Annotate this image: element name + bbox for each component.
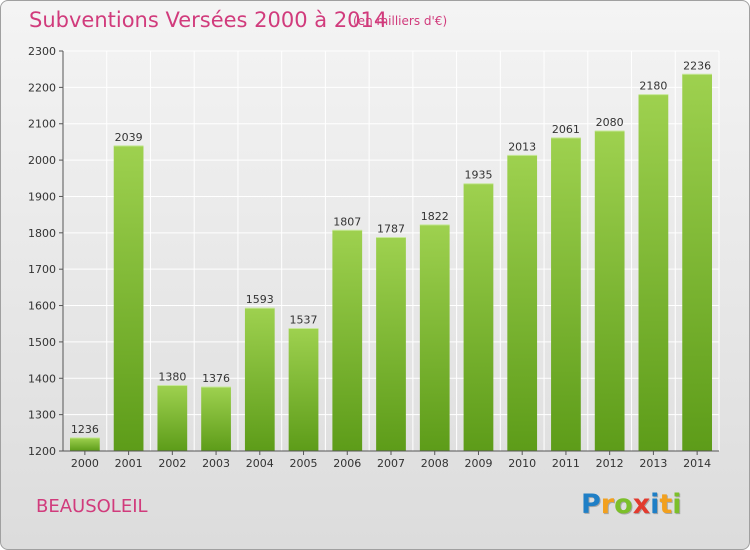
commune-name: BEAUSOLEIL bbox=[36, 496, 148, 517]
bar bbox=[69, 437, 100, 451]
y-tick-label: 2100 bbox=[28, 118, 56, 131]
bar bbox=[594, 131, 625, 451]
x-tick-label: 2004 bbox=[246, 457, 274, 470]
x-tick-label: 2011 bbox=[552, 457, 580, 470]
bar bbox=[157, 385, 188, 451]
bar bbox=[463, 183, 494, 451]
bar-value-label: 1380 bbox=[158, 371, 186, 384]
x-tick-label: 2005 bbox=[290, 457, 318, 470]
x-tick-label: 2000 bbox=[71, 457, 99, 470]
x-tick-label: 2012 bbox=[596, 457, 624, 470]
bar-value-label: 1537 bbox=[290, 313, 318, 326]
chart-title: Subventions Versées 2000 à 2014 bbox=[29, 8, 388, 32]
bar-value-label: 2180 bbox=[639, 80, 667, 93]
bar-value-label: 2236 bbox=[683, 59, 711, 72]
y-tick-label: 1200 bbox=[28, 445, 56, 458]
bar bbox=[244, 308, 275, 451]
bar bbox=[288, 328, 319, 451]
bar-value-label: 1593 bbox=[246, 293, 274, 306]
x-tick-label: 2001 bbox=[115, 457, 143, 470]
x-tick-label: 2002 bbox=[158, 457, 186, 470]
logo-letter: i bbox=[672, 489, 682, 520]
axes: 1200 1300 1400 1500 1600 1700 1800 1900 2000 2100… bbox=[28, 45, 719, 470]
bar bbox=[419, 224, 450, 451]
x-tick-label: 2013 bbox=[639, 457, 667, 470]
logo-letter: o bbox=[614, 489, 633, 520]
y-tick-label: 1400 bbox=[28, 372, 56, 385]
bar-value-label: 1807 bbox=[333, 215, 361, 228]
bar-value-label: 1376 bbox=[202, 372, 230, 385]
logo-letter: r bbox=[600, 489, 615, 520]
y-tick-label: 1900 bbox=[28, 190, 56, 203]
x-tick-label: 2003 bbox=[202, 457, 230, 470]
x-tick-label: 2010 bbox=[508, 457, 536, 470]
bar bbox=[332, 230, 363, 451]
bar bbox=[682, 74, 713, 451]
y-tick-label: 2000 bbox=[28, 154, 56, 167]
x-tick-label: 2014 bbox=[683, 457, 711, 470]
bar bbox=[376, 237, 406, 451]
bar bbox=[507, 155, 538, 451]
bar-value-label: 2039 bbox=[115, 131, 143, 144]
bar bbox=[638, 94, 669, 452]
bar-value-label: 2061 bbox=[552, 123, 580, 136]
bar-value-label: 1236 bbox=[71, 423, 99, 436]
logo-letter: P bbox=[581, 489, 601, 520]
bar bbox=[551, 137, 581, 451]
y-tick-label: 1800 bbox=[28, 227, 56, 240]
y-tick-label: 1300 bbox=[28, 409, 56, 422]
y-tick-label: 2300 bbox=[28, 45, 56, 58]
bar-value-label: 2080 bbox=[596, 116, 624, 129]
logo-letter: x bbox=[632, 489, 651, 520]
x-tick-label: 2009 bbox=[464, 457, 492, 470]
y-tick-label: 1700 bbox=[28, 263, 56, 276]
proxiti-logo: Proxiti bbox=[581, 489, 682, 520]
bar-value-label: 1822 bbox=[421, 210, 449, 223]
logo-letter: i bbox=[650, 489, 660, 520]
bar-value-label: 1935 bbox=[464, 169, 492, 182]
y-tick-label: 1500 bbox=[28, 336, 56, 349]
bar bbox=[113, 145, 144, 451]
x-tick-label: 2007 bbox=[377, 457, 405, 470]
y-tick-label: 1600 bbox=[28, 300, 56, 313]
logo-letter: t bbox=[659, 489, 673, 520]
y-tick-label: 2200 bbox=[28, 81, 56, 94]
bar bbox=[201, 387, 231, 451]
chart-unit-note: (en milliers d'€) bbox=[353, 14, 448, 28]
bar-value-label: 1787 bbox=[377, 223, 405, 236]
bar-value-label: 2013 bbox=[508, 140, 536, 153]
bars: 1236 2039 1380 1376 1593 1537 1807 1787 1822 1935… bbox=[69, 59, 713, 452]
x-tick-label: 2008 bbox=[421, 457, 449, 470]
x-tick-label: 2006 bbox=[333, 457, 361, 470]
